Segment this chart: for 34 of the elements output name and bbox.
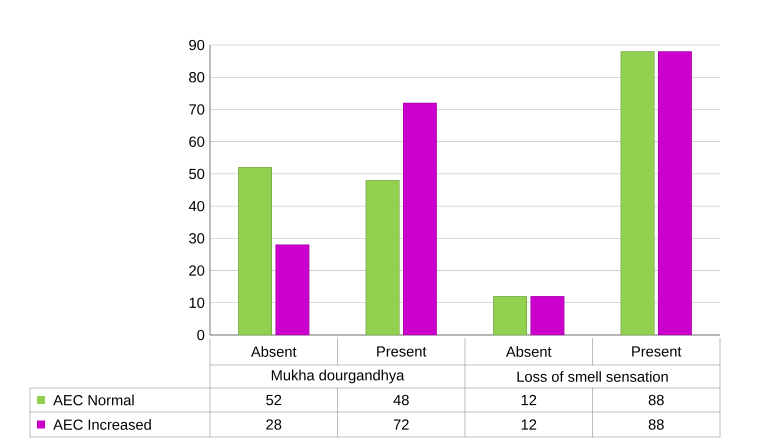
y-tick-label: 40 [188, 200, 204, 212]
x-tick-label: Present [377, 346, 426, 357]
bar [620, 51, 655, 336]
legend-label: AEC Normal [53, 394, 134, 406]
bar [238, 167, 272, 336]
bar [530, 296, 564, 336]
text: Loss of smell sensation [518, 371, 668, 382]
bar [658, 51, 692, 336]
bar [275, 244, 310, 336]
data-label: 52 [266, 394, 282, 406]
data-label: 28 [266, 419, 282, 430]
y-tick-label: 30 [189, 233, 204, 244]
x-tick-label: Absent [506, 346, 552, 357]
data-label: 12 [522, 394, 536, 406]
y-tick-label: 10 [190, 298, 204, 308]
data-label: 48 [393, 394, 409, 406]
x-tick-label: Present [632, 346, 682, 357]
data-label: 88 [648, 419, 664, 430]
data-label: 72 [394, 419, 409, 430]
y-tick-label: 50 [189, 168, 204, 180]
bar [402, 102, 437, 336]
bar [493, 296, 528, 336]
y-tick-label: 80 [189, 72, 204, 82]
data-label: 12 [522, 419, 536, 430]
x-tick-label: Absent [250, 346, 296, 357]
data-label: 88 [648, 394, 664, 406]
y-tick-label: 0 [197, 330, 204, 340]
bar [366, 180, 400, 336]
y-tick-label: 90 [189, 40, 204, 50]
y-tick-label: 20 [189, 265, 204, 276]
legend-label: AEC Increased [53, 419, 151, 430]
y-tick-label: 70 [189, 104, 204, 115]
y-tick-label: 60 [189, 136, 204, 147]
text: Mukha dourgandhya [272, 370, 404, 384]
